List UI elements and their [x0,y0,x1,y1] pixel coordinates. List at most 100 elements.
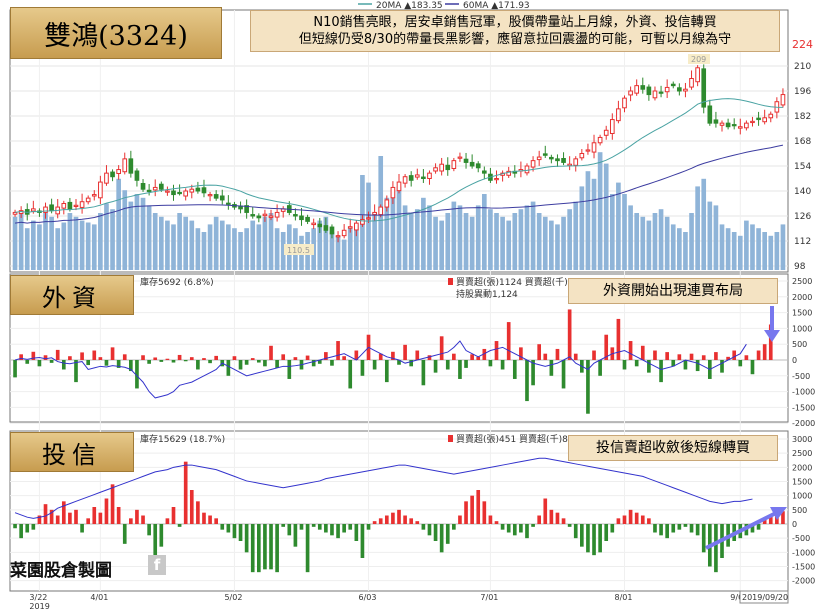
volume-bar [37,224,42,270]
candle-body [597,136,603,144]
watermark: 菜園股倉製圖 [10,561,112,581]
foreign-flow-bar [464,360,468,368]
ma20-line [14,98,783,222]
trust-flow-bar [317,524,322,530]
volume-bar [49,216,54,270]
foreign-flow-bar [445,360,450,370]
trust-flow-bar [781,511,785,524]
candle-body [573,158,579,166]
trust-tick-label: -1000 [792,548,815,557]
trust-flow-bar [74,509,78,524]
trust-flow-bar [116,507,121,524]
volume-bar [317,220,323,270]
trust-flow-bar [214,518,218,524]
foreign-flow-bar [153,357,158,360]
x-tick-label: 5/02 [224,593,242,602]
foreign-flow-bar [324,352,328,360]
x-tick-label: 4/01 [90,593,108,602]
trust-flow-bar [622,515,627,524]
foreign-flow-bar [531,360,535,386]
foreign-flow-bar [311,360,316,367]
candle-body [744,122,749,129]
candle-body [177,191,182,195]
foreign-flow-bar [720,360,724,373]
candle-body [640,85,646,90]
trust-flow-bar [683,524,688,527]
trust-flow-bar [598,524,602,553]
candle-body [354,222,359,231]
trust-flow-bar [653,524,657,533]
ma20-legend: 20MA ▲183.35 [376,1,443,11]
foreign-flow-bar [738,360,743,367]
analysis-note-line2: 但短線仍受8/30的帶量長黑影響，應留意拉回震盪的可能，可暫以月線為守 [298,32,732,47]
foreign-flow-bar [598,360,602,376]
trust-flow-bar [208,515,212,524]
volume-bar [585,171,591,270]
candle-body [390,186,396,199]
trust-flow-bar [141,515,145,524]
trust-flow-bar [506,524,511,533]
trust-flow-bar [263,524,267,570]
trust-flow-bar [634,512,639,524]
trust-flow-bar [43,504,48,524]
trust-flow-bar [470,495,474,524]
foreign-flow-bar [98,357,103,360]
candle-body [658,91,664,94]
foreign-flow-bar [458,360,462,379]
foreign-flow-bar [750,360,755,375]
axis-ticks: 210 196 182 168 154 140 126 112 98 2500 2000 1500 10… [792,62,815,586]
volume-bar [244,228,249,270]
candle-body [463,158,469,163]
trust-flow-bar [768,515,773,524]
candle-body [421,176,426,179]
foreign-flow-bar [762,344,767,360]
volume-bar [256,224,262,270]
foreign-flow-bar [653,350,657,360]
volume-bar [616,182,621,270]
foreign-flow-bar [647,360,651,373]
volume-bar [219,220,225,270]
trust-flow-bar [421,524,426,530]
trust-flow-bar [415,521,420,524]
trust-flow-bar [659,524,663,536]
foreign-flow-bar [250,358,255,360]
foreign-flow-bar [543,353,548,360]
candle-body [366,217,371,220]
foreign-flow-bar [86,360,91,366]
volume-bar [549,220,554,270]
foreign-flow-bar [525,360,529,402]
foreign-flow-bar [482,348,487,360]
trust-flow-bar [129,518,133,524]
foreign-tick-label: 2000 [792,293,812,302]
foreign-flow-bar [74,360,78,383]
foreign-flow-bar [640,345,645,360]
foreign-tick-label: 2500 [792,277,812,286]
trust-flow-bar [397,509,401,524]
foreign-flow-bar [269,345,273,360]
trust-flow-bar [580,524,584,547]
volume-bar [408,213,414,270]
trust-flow-bar [372,521,377,524]
candle-body [670,83,676,87]
volume-bar [152,213,158,270]
candle-body [31,208,36,212]
foreign-tick-label: 1000 [792,324,812,333]
foreign-flow-bar [226,360,231,376]
volume-bar [73,216,79,270]
candle-body [646,86,652,96]
candle-body [317,223,323,228]
candle-body [79,201,85,208]
candle-body [524,165,530,174]
foreign-change: 持股異動1,124 [456,288,518,300]
candle-body [451,160,457,169]
candle-body [713,119,719,124]
candle-body [433,167,438,172]
trust-flow-bar [287,524,292,536]
foreign-flow-bar [409,360,414,367]
price-tick-label: 182 [794,112,811,122]
trust-tick-label: -2000 [792,577,815,586]
foreign-flow-bar [537,344,542,360]
analysis-note-line1: N10銷售亮眼，居安卓銷售冠軍，股價帶量站上月線，外資、投信轉買 [313,15,717,30]
foreign-flow-bar [55,349,60,360]
foreign-flow-bar [494,341,499,360]
